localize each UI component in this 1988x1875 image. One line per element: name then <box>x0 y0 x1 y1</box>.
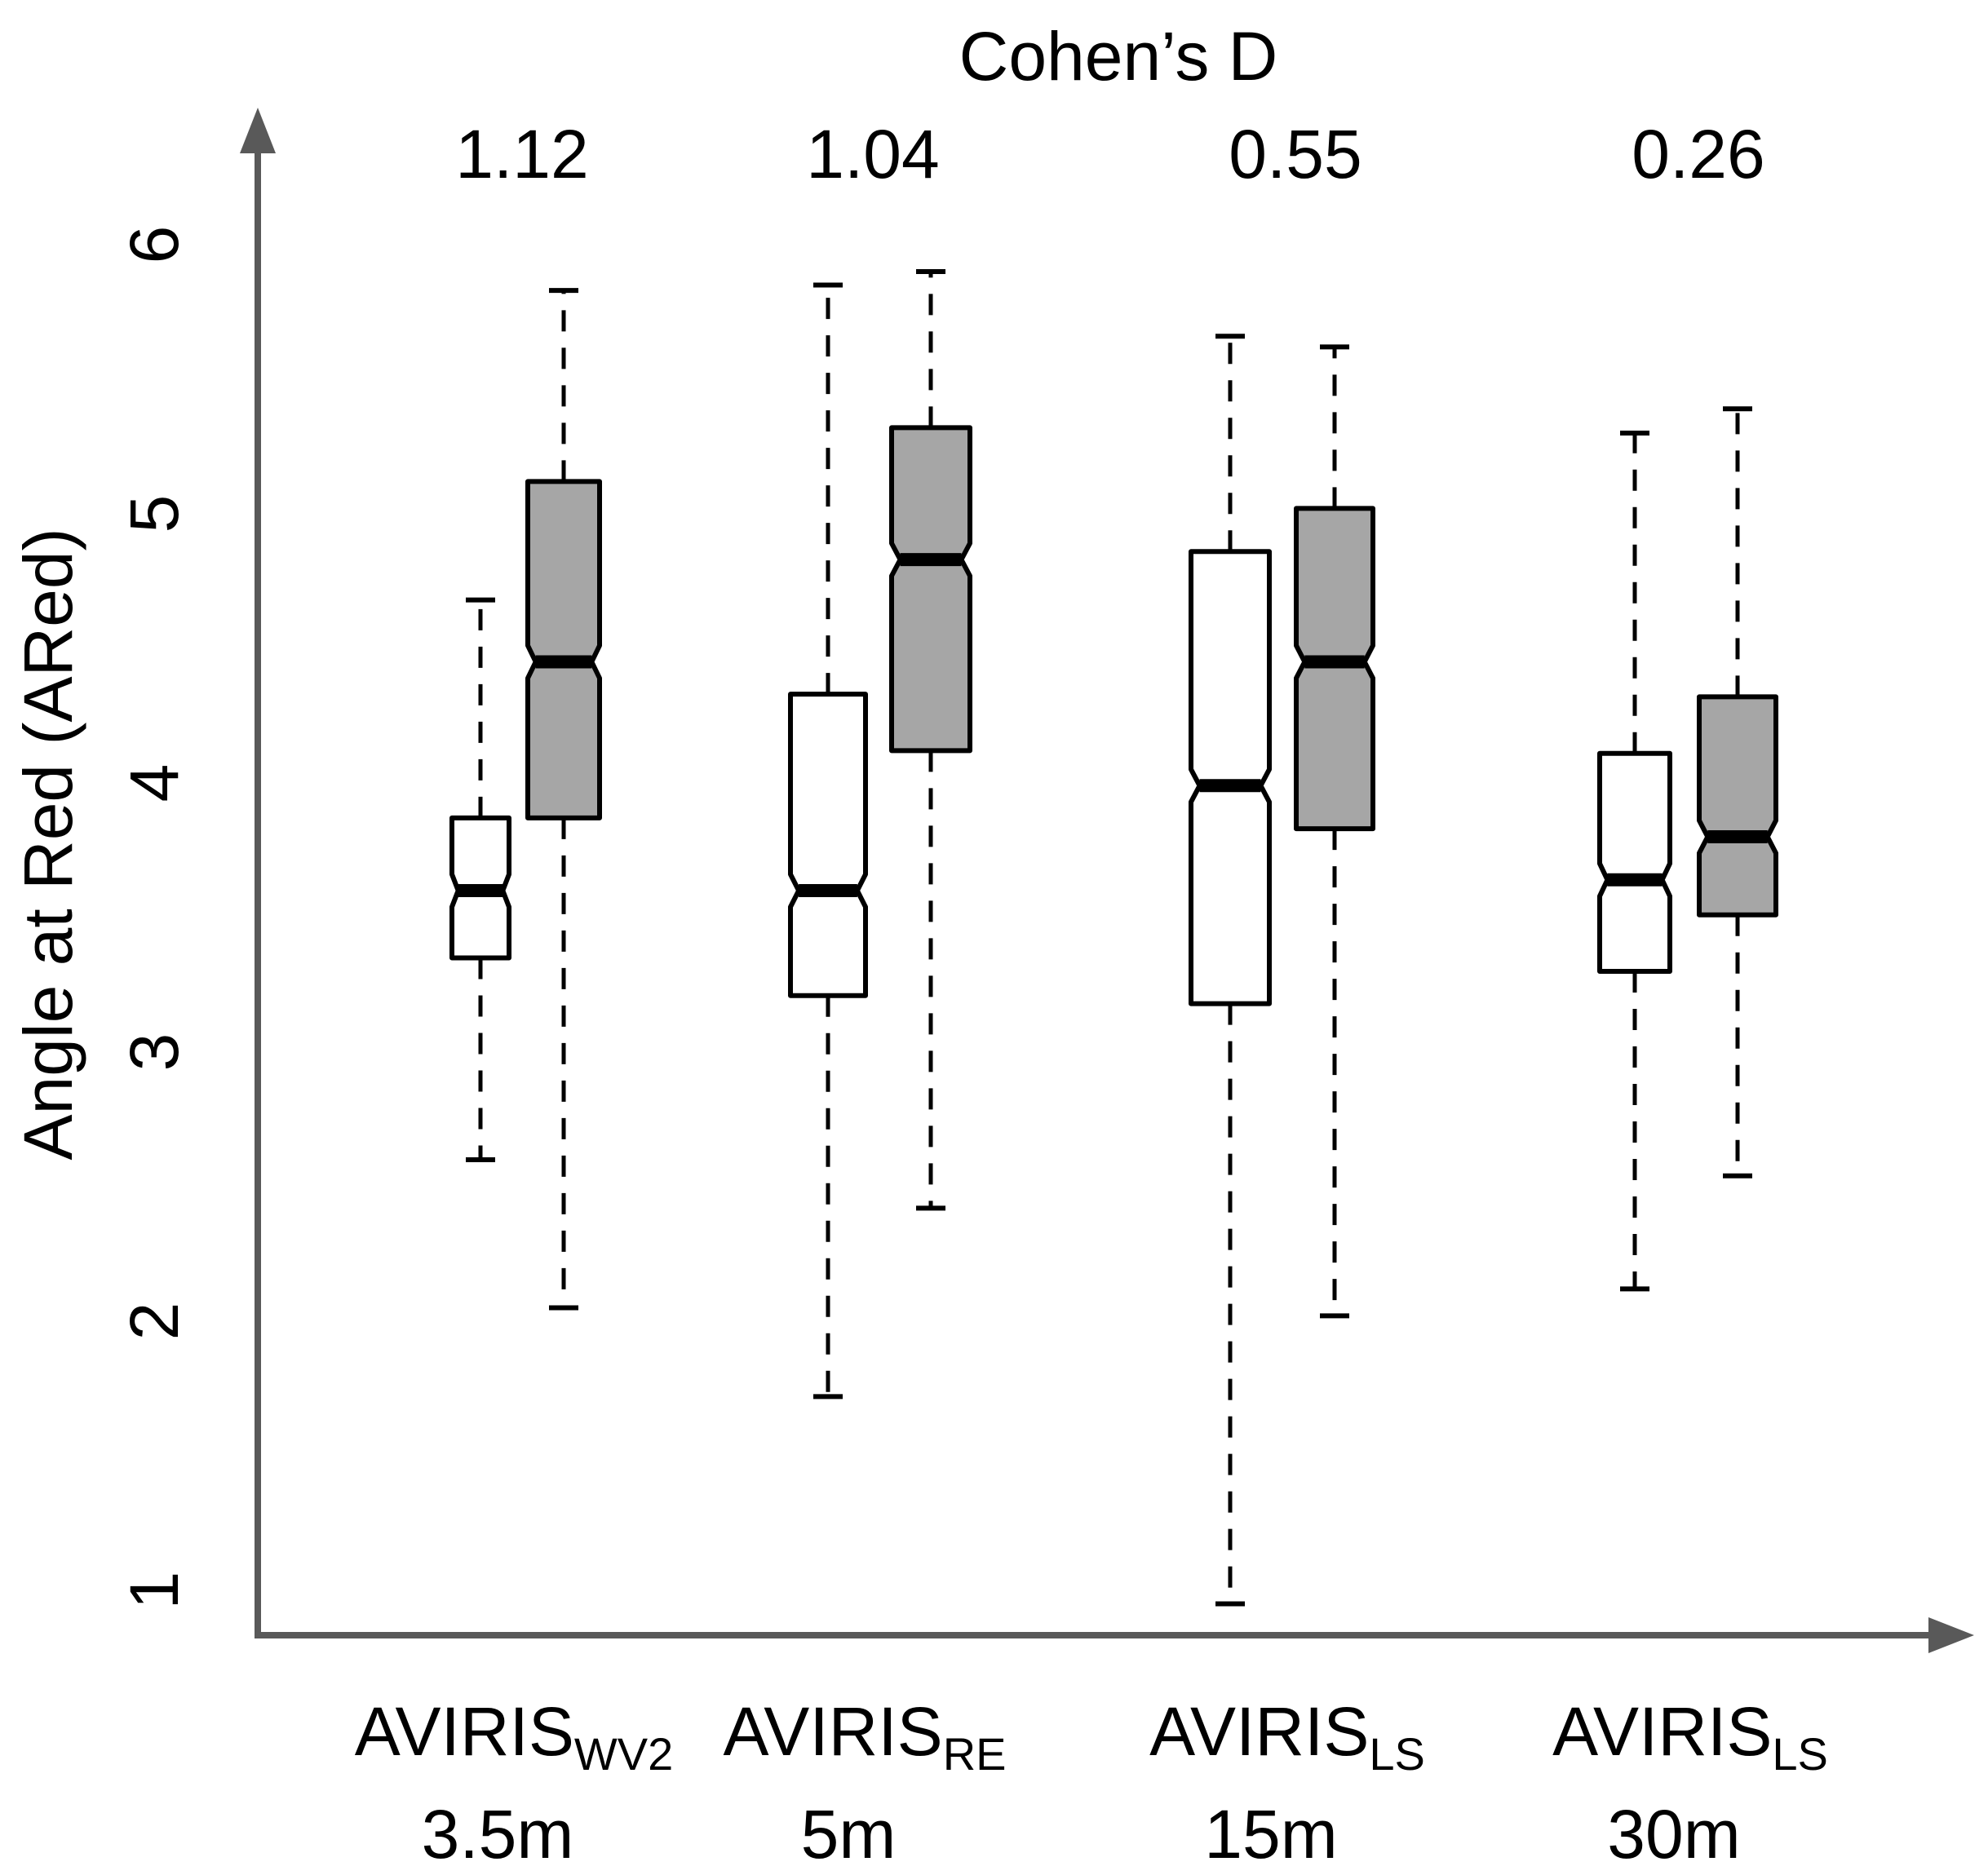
cohens-d-value: 0.55 <box>1229 116 1362 192</box>
box-grey <box>1294 506 1375 832</box>
box-group <box>449 288 602 1311</box>
box-group <box>1189 334 1375 1607</box>
x-axis-arrow <box>1928 1617 1974 1653</box>
cohens-d-value: 1.12 <box>455 116 589 192</box>
x-category-resolution: 3.5m <box>422 1796 574 1873</box>
cohens-d-value: 1.04 <box>806 116 940 192</box>
x-label-main: AVIRIS <box>1149 1693 1369 1770</box>
x-category-resolution: 15m <box>1204 1796 1337 1873</box>
y-tick-label: 2 <box>116 1302 193 1341</box>
axes <box>240 108 1974 1653</box>
box-series <box>449 269 1778 1607</box>
y-axis-title: Angle at Red (ARed) <box>10 528 86 1160</box>
box-grey <box>1697 694 1778 918</box>
x-category-label: AVIRISLS <box>1552 1693 1828 1780</box>
x-label-main: AVIRIS <box>724 1693 943 1770</box>
cohens-d-title: Cohen’s D <box>959 18 1278 95</box>
cohens-d-values: 1.12 1.04 0.55 0.26 <box>455 116 1765 192</box>
x-category-resolution: 5m <box>801 1796 897 1873</box>
box-white <box>1189 549 1272 1006</box>
x-category-labels: AVIRISWV23.5mAVIRISRE5mAVIRISLS15mAVIRIS… <box>355 1693 1828 1873</box>
x-label-subscript: LS <box>1772 1728 1828 1780</box>
y-tick-label: 6 <box>116 226 193 264</box>
x-label-subscript: RE <box>943 1728 1007 1780</box>
box-group <box>788 269 972 1400</box>
x-category-label: AVIRISWV2 <box>355 1693 674 1780</box>
x-label-main: AVIRIS <box>355 1693 574 1770</box>
y-tick-label: 3 <box>116 1033 193 1072</box>
box-grey <box>525 479 602 820</box>
x-label-subscript: LS <box>1369 1728 1425 1780</box>
y-tick-label: 1 <box>116 1572 193 1610</box>
y-axis-arrow <box>240 108 276 153</box>
y-ticks: 1 2 3 4 5 6 <box>116 226 193 1610</box>
box-group <box>1597 406 1778 1292</box>
x-category-label: AVIRISLS <box>1149 1693 1425 1780</box>
box-grey <box>889 425 972 754</box>
x-category-label: AVIRISRE <box>724 1693 1007 1780</box>
x-label-main: AVIRIS <box>1552 1693 1772 1770</box>
y-tick-label: 4 <box>116 764 193 803</box>
x-category-resolution: 30m <box>1607 1796 1740 1873</box>
box-white <box>788 692 868 998</box>
x-label-subscript: WV2 <box>574 1728 673 1780</box>
box-white <box>1597 750 1672 974</box>
y-tick-label: 5 <box>116 495 193 533</box>
cohens-d-value: 0.26 <box>1632 116 1765 192</box>
